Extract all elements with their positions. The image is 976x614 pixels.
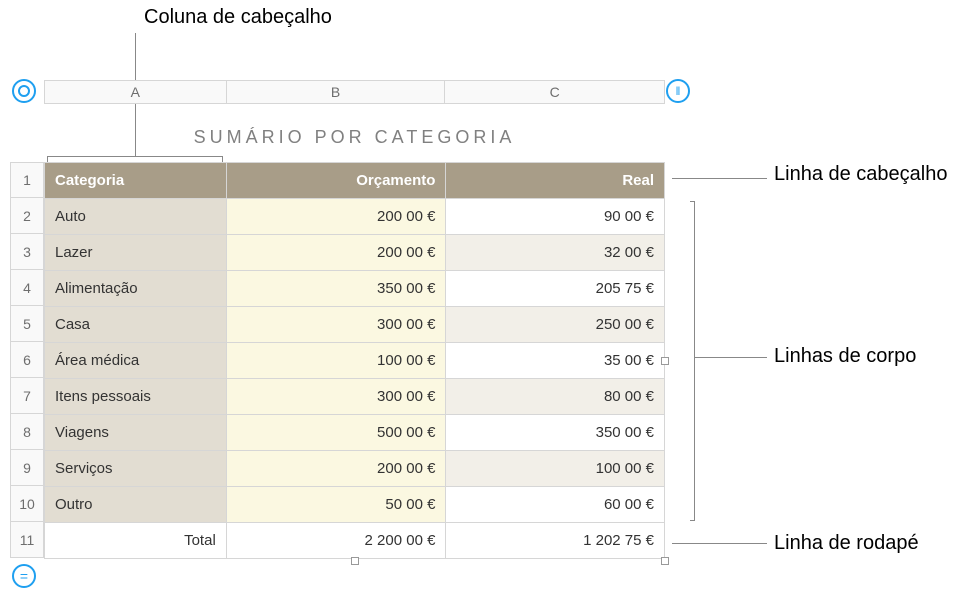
column-letter[interactable]: A xyxy=(45,81,227,103)
cell-orcamento[interactable]: 500 00 € xyxy=(226,415,446,451)
table-row[interactable]: Outro 50 00 € 60 00 € xyxy=(45,487,665,523)
cell-categoria[interactable]: Área médica xyxy=(45,343,227,379)
callout-row-header: Linha de cabeçalho xyxy=(774,163,947,186)
cell-categoria[interactable]: Casa xyxy=(45,307,227,343)
selection-handle[interactable] xyxy=(351,557,359,565)
cell-orcamento[interactable]: 100 00 € xyxy=(226,343,446,379)
row-add-handle[interactable] xyxy=(12,564,36,588)
callout-col-header: Coluna de cabeçalho xyxy=(144,6,332,29)
summary-table[interactable]: Categoria Orçamento Real Auto 200 00 € 9… xyxy=(44,162,665,559)
cell-categoria[interactable]: Auto xyxy=(45,199,227,235)
table-row[interactable]: Serviços 200 00 € 100 00 € xyxy=(45,451,665,487)
header-cell-orcamento[interactable]: Orçamento xyxy=(226,163,446,199)
cell-real[interactable]: 100 00 € xyxy=(446,451,665,487)
cell-orcamento[interactable]: 200 00 € xyxy=(226,235,446,271)
cell-real[interactable]: 32 00 € xyxy=(446,235,665,271)
table-row[interactable]: Lazer 200 00 € 32 00 € xyxy=(45,235,665,271)
footer-real[interactable]: 1 202 75 € xyxy=(446,523,665,559)
row-number[interactable]: 7 xyxy=(10,378,44,414)
header-cell-real[interactable]: Real xyxy=(446,163,665,199)
row-number[interactable]: 11 xyxy=(10,522,44,558)
callout-line xyxy=(672,543,767,544)
callout-footer-row: Linha de rodapé xyxy=(774,532,919,555)
callout-line xyxy=(47,156,222,157)
cell-real[interactable]: 80 00 € xyxy=(446,379,665,415)
cell-real[interactable]: 250 00 € xyxy=(446,307,665,343)
row-number-bar[interactable]: 1 2 3 4 5 6 7 8 9 10 11 xyxy=(10,162,44,558)
row-number[interactable]: 6 xyxy=(10,342,44,378)
header-cell-categoria[interactable]: Categoria xyxy=(45,163,227,199)
cell-real[interactable]: 350 00 € xyxy=(446,415,665,451)
cell-real[interactable]: 35 00 € xyxy=(446,343,665,379)
cell-categoria[interactable]: Itens pessoais xyxy=(45,379,227,415)
cell-categoria[interactable]: Viagens xyxy=(45,415,227,451)
header-row[interactable]: Categoria Orçamento Real xyxy=(45,163,665,199)
row-number[interactable]: 10 xyxy=(10,486,44,522)
cell-orcamento[interactable]: 300 00 € xyxy=(226,307,446,343)
table-row[interactable]: Itens pessoais 300 00 € 80 00 € xyxy=(45,379,665,415)
row-number[interactable]: 1 xyxy=(10,162,44,198)
cell-categoria[interactable]: Alimentação xyxy=(45,271,227,307)
table-row[interactable]: Área médica 100 00 € 35 00 € xyxy=(45,343,665,379)
column-letter[interactable]: C xyxy=(445,81,664,103)
row-number[interactable]: 5 xyxy=(10,306,44,342)
cell-orcamento[interactable]: 200 00 € xyxy=(226,199,446,235)
cell-real[interactable]: 205 75 € xyxy=(446,271,665,307)
cell-real[interactable]: 60 00 € xyxy=(446,487,665,523)
callout-line xyxy=(695,357,767,358)
footer-row[interactable]: Total 2 200 00 € 1 202 75 € xyxy=(45,523,665,559)
cell-orcamento[interactable]: 350 00 € xyxy=(226,271,446,307)
callout-line xyxy=(672,178,767,179)
footer-orcamento[interactable]: 2 200 00 € xyxy=(226,523,446,559)
table-corner-handle[interactable] xyxy=(12,79,36,103)
callout-body-rows: Linhas de corpo xyxy=(774,345,916,368)
table-row[interactable]: Alimentação 350 00 € 205 75 € xyxy=(45,271,665,307)
row-number[interactable]: 9 xyxy=(10,450,44,486)
callout-bracket xyxy=(690,201,695,521)
cell-orcamento[interactable]: 200 00 € xyxy=(226,451,446,487)
column-letter-bar[interactable]: A B C xyxy=(44,80,665,104)
row-number[interactable]: 8 xyxy=(10,414,44,450)
row-number[interactable]: 2 xyxy=(10,198,44,234)
selection-handle[interactable] xyxy=(661,557,669,565)
footer-label[interactable]: Total xyxy=(45,523,227,559)
cell-orcamento[interactable]: 300 00 € xyxy=(226,379,446,415)
selection-handle[interactable] xyxy=(661,357,669,365)
row-number[interactable]: 3 xyxy=(10,234,44,270)
cell-real[interactable]: 90 00 € xyxy=(446,199,665,235)
column-add-handle[interactable]: ǁ xyxy=(666,79,690,103)
table-row[interactable]: Viagens 500 00 € 350 00 € xyxy=(45,415,665,451)
table-row[interactable]: Casa 300 00 € 250 00 € xyxy=(45,307,665,343)
table-title: SUMÁRIO POR CATEGORIA xyxy=(44,127,665,148)
cell-categoria[interactable]: Serviços xyxy=(45,451,227,487)
cell-categoria[interactable]: Outro xyxy=(45,487,227,523)
cell-categoria[interactable]: Lazer xyxy=(45,235,227,271)
cell-orcamento[interactable]: 50 00 € xyxy=(226,487,446,523)
row-number[interactable]: 4 xyxy=(10,270,44,306)
column-letter[interactable]: B xyxy=(227,81,446,103)
table-row[interactable]: Auto 200 00 € 90 00 € xyxy=(45,199,665,235)
